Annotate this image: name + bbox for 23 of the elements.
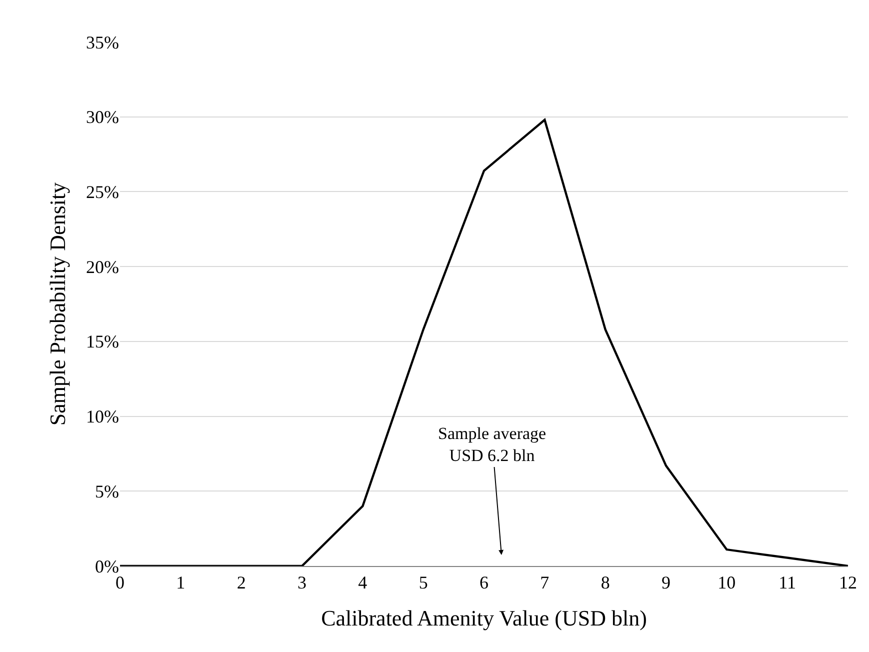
x-tick-label: 7: [540, 572, 550, 593]
y-tick-label: 10%: [86, 406, 119, 427]
x-tick-label: 12: [839, 572, 857, 593]
line-series: [120, 118, 848, 566]
annotation: Sample average USD 6.2 bln: [438, 424, 546, 466]
x-tick-label: 5: [418, 572, 428, 593]
x-axis-title: Calibrated Amenity Value (USD bln): [321, 606, 647, 630]
x-tick-label: 1: [176, 572, 186, 593]
x-tick-label: 3: [298, 572, 306, 593]
x-tick-label: 6: [480, 572, 488, 593]
x-tick-label: 9: [662, 572, 670, 593]
x-tick-label: 11: [778, 572, 796, 593]
y-tick-label: 25%: [86, 182, 119, 202]
x-tick-label: 2: [236, 572, 246, 593]
y-tick-label: 20%: [86, 256, 119, 277]
y-tick-label: 35%: [86, 32, 119, 52]
y-axis-title: Sample Probability Density: [44, 182, 70, 426]
y-tick-label: 5%: [95, 481, 119, 502]
x-tick-label: 10: [718, 572, 736, 593]
x-tick-label: 8: [600, 572, 610, 593]
y-tick-label: 15%: [86, 332, 119, 352]
x-tick-label: 4: [358, 572, 368, 593]
y-tick-label: 30%: [86, 107, 119, 128]
